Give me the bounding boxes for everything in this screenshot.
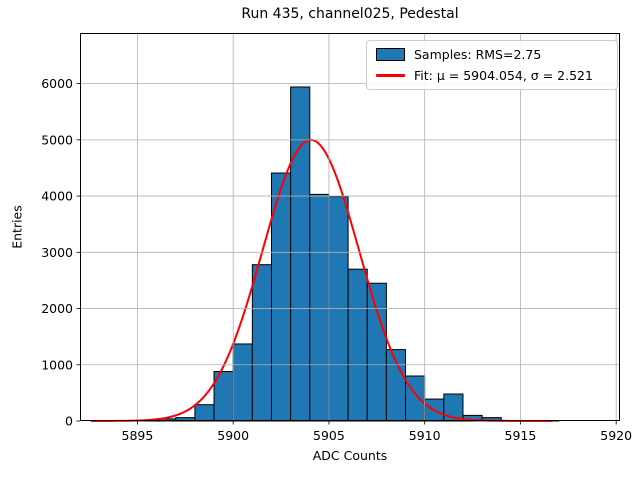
legend-swatch-samples [376,48,405,61]
x-tick-label: 5915 [505,428,537,443]
axis-ticks: 5895 5900 5905 5910 5915 5920 0 1000 2000 3000 400… [41,76,632,443]
y-axis-label: Entries [9,205,25,249]
y-tick-label: 3000 [41,245,73,260]
chart-title: Run 435, channel025, Pedestal [241,6,459,22]
x-tick-label: 5910 [409,428,441,443]
x-tick-label: 5920 [600,428,632,443]
x-axis-label: ADC Counts [312,448,388,463]
y-tick-label: 6000 [41,76,73,91]
legend-label-samples: Samples: RMS=2.75 [414,47,542,62]
histogram-bar [232,343,253,422]
y-tick-label: 5000 [41,132,73,147]
legend-entry-samples: Samples: RMS=2.75 [376,47,608,62]
histogram-bar [251,264,272,422]
histogram-bar [347,268,368,422]
histogram-bar [309,193,330,422]
y-tick-label: 4000 [41,189,73,204]
histogram-bar [194,404,215,422]
x-tick-label: 5895 [122,428,154,443]
plot-border [80,33,620,421]
legend-entry-fit: Fit: μ = 5904.054, σ = 2.521 [376,68,608,83]
histogram-bar [366,282,387,422]
y-tick-label: 0 [65,414,73,429]
legend: Samples: RMS=2.75 Fit: μ = 5904.054, σ =… [366,40,618,90]
y-tick-label: 1000 [41,357,73,372]
legend-line-fit [376,74,405,77]
grid [80,33,620,421]
legend-label-fit: Fit: μ = 5904.054, σ = 2.521 [414,68,593,83]
y-tick-label: 2000 [41,301,73,316]
x-tick-label: 5900 [217,428,249,443]
histogram-bar [290,86,311,422]
x-tick-label: 5905 [313,428,345,443]
